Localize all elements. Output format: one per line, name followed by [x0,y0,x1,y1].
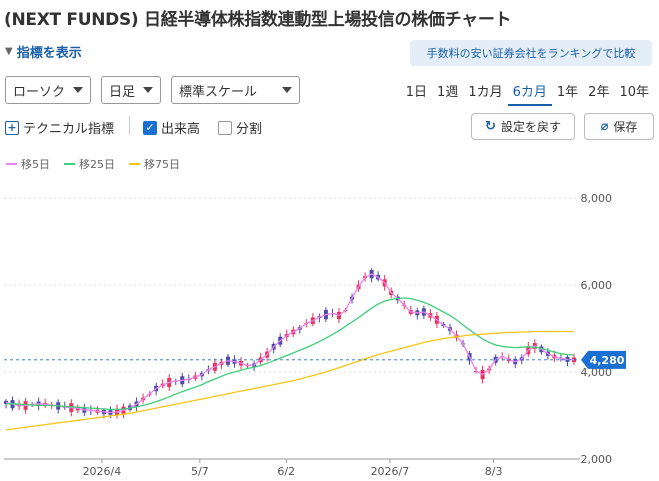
indicator-toggle[interactable]: ▼ 指標を表示 [5,42,82,61]
triangle-down-icon: ▼ [5,46,13,57]
save-button[interactable]: ⌀ 保存 [584,113,654,140]
x-tick-label: 5/7 [191,465,209,478]
period-unit-select[interactable]: 日足 [101,76,161,104]
scale-select[interactable]: 標準スケール [171,76,300,104]
current-price-tag [581,350,626,369]
y-tick-label: 6,000 [581,279,613,292]
reset-settings-label: 設定を戻す [500,120,561,134]
page-title: (NEXT FUNDS) 日経半導体株指数連動型上場投信の株価チャート [4,10,512,30]
range-tab[interactable]: 1年 [556,85,579,100]
refresh-icon: ↻ [485,119,496,134]
volume-checkbox[interactable]: ✓ 出来高 [143,118,200,137]
legend-label: 移75日 [144,158,180,171]
legend-swatch [64,163,75,165]
split-checkbox[interactable]: 分割 [218,118,262,137]
x-tick-label: 8/3 [485,465,503,478]
paperclip-icon: ⌀ [600,119,609,134]
save-label: 保存 [613,120,638,134]
ma-line [5,330,574,431]
range-tab[interactable]: 6カ月 [507,81,552,106]
ma-line [6,297,575,411]
x-tick-label: 6/2 [277,465,295,478]
technical-indicator-label: テクニカル指標 [23,122,115,137]
chart-type-value: ローソク [13,84,66,100]
caret-down-icon [282,87,292,93]
caret-down-icon [73,87,83,93]
range-tab[interactable]: 1カ月 [468,85,503,100]
period-unit-value: 日足 [109,84,136,100]
plus-icon: + [5,120,19,135]
volume-label: 出来高 [161,122,201,137]
range-tab[interactable]: 2年 [588,85,610,100]
caret-down-icon [143,87,153,93]
check-icon: ✓ [143,120,157,135]
technical-indicator-option[interactable]: + テクニカル指標 [5,118,114,137]
checkbox-empty-icon [218,120,232,135]
legend-item: 移25日 [64,156,115,172]
reset-settings-button[interactable]: ↻ 設定を戻す [471,113,575,140]
chart-type-select[interactable]: ローソク [5,76,91,104]
x-tick-label: 2026/4 [83,465,122,478]
price-chart: 8,000 6,000 4,000 2,000 2026/4 5/7 6/2 2026/7 8/… [4,192,626,478]
range-tab[interactable]: 1週 [437,85,459,100]
legend-label: 移5日 [21,158,50,171]
y-tick-label: 8,000 [581,192,613,205]
scale-value: 標準スケール [179,84,258,100]
range-tab[interactable]: 1日 [405,85,428,100]
y-tick-label: 2,000 [581,453,613,466]
x-tick-label: 2026/7 [371,465,410,478]
indicator-toggle-label: 指標を表示 [16,46,82,61]
legend-item: 移5日 [6,156,50,172]
ma-line [5,273,575,414]
range-tabs: 1日 1週 1カ月 6カ月 1年 2年 10年 [401,81,654,106]
chart-legend: 移5日 移25日 移75日 [6,156,180,172]
current-price-label: 4,280 [590,354,625,367]
broker-ranking-banner[interactable]: 手数料の安い証券会社をランキングで比較 [410,40,652,66]
legend-swatch [6,163,17,165]
divider [129,116,130,135]
legend-item: 移75日 [129,156,180,172]
range-tab[interactable]: 10年 [619,85,649,100]
legend-swatch [129,163,140,165]
split-label: 分割 [236,122,263,137]
legend-label: 移25日 [79,158,115,171]
y-tick-label: 4,000 [581,366,613,379]
